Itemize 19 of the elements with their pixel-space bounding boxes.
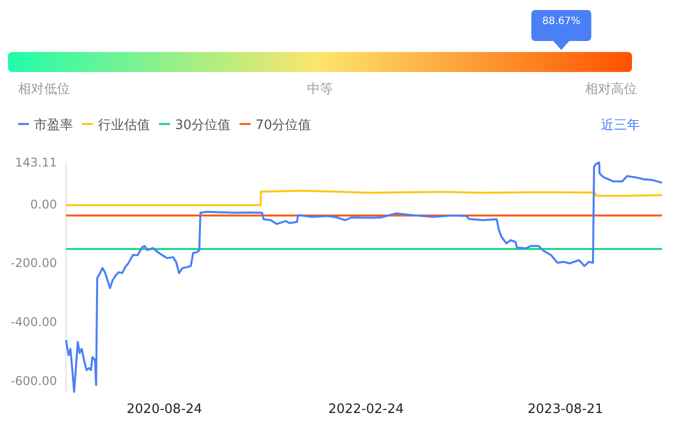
text: 相对低位 bbox=[18, 82, 70, 97]
legend-label: 市盈率 bbox=[34, 117, 73, 133]
legend-label: 30分位值 bbox=[175, 118, 231, 133]
x-tick-label: 2022-02-24 bbox=[328, 402, 404, 417]
text: 相对高位 bbox=[585, 81, 637, 97]
y-tick-label: -200.00 bbox=[10, 256, 57, 270]
data-label: 88.67% bbox=[542, 16, 580, 27]
y-tick-label: 0.00 bbox=[30, 197, 57, 212]
y-tick-label: 143.11 bbox=[15, 155, 57, 170]
line-series bbox=[65, 190, 663, 206]
text: 近三年 bbox=[601, 118, 640, 133]
x-tick-label: 2023-08-21 bbox=[528, 402, 604, 417]
line-series bbox=[65, 162, 663, 393]
legend-label: 行业估值 bbox=[98, 118, 150, 133]
y-tick-label: -400.00 bbox=[10, 314, 57, 329]
y-tick-label: -600.00 bbox=[10, 374, 57, 388]
text: 中等 bbox=[307, 82, 333, 97]
x-tick-label: 2020-08-24 bbox=[126, 402, 202, 417]
legend-label: 70分位值 bbox=[256, 118, 312, 133]
